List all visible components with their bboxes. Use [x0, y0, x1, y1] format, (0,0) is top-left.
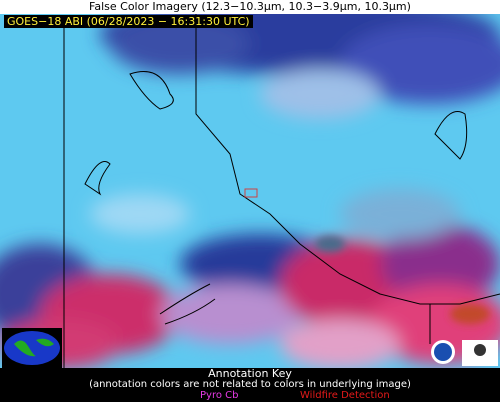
- annotation-title: Annotation Key: [208, 367, 292, 380]
- satellite-label: GOES−18 ABI (06/28/2023 − 16:31:30 UTC): [4, 15, 253, 28]
- title: False Color Imagery (12.3−10.3µm, 10.3−3…: [89, 0, 411, 13]
- agency-logos: [431, 340, 498, 366]
- annotation-panel: Annotation Key (annotation colors are no…: [0, 368, 500, 402]
- annotation-note: (annotation colors are not related to co…: [89, 379, 411, 390]
- satellite-image: [0, 14, 500, 368]
- globe-logo: [2, 328, 62, 368]
- legend-pyrocb: Pyro Cb: [200, 390, 239, 401]
- legend-wildfire: Wildfire Detection: [300, 390, 390, 401]
